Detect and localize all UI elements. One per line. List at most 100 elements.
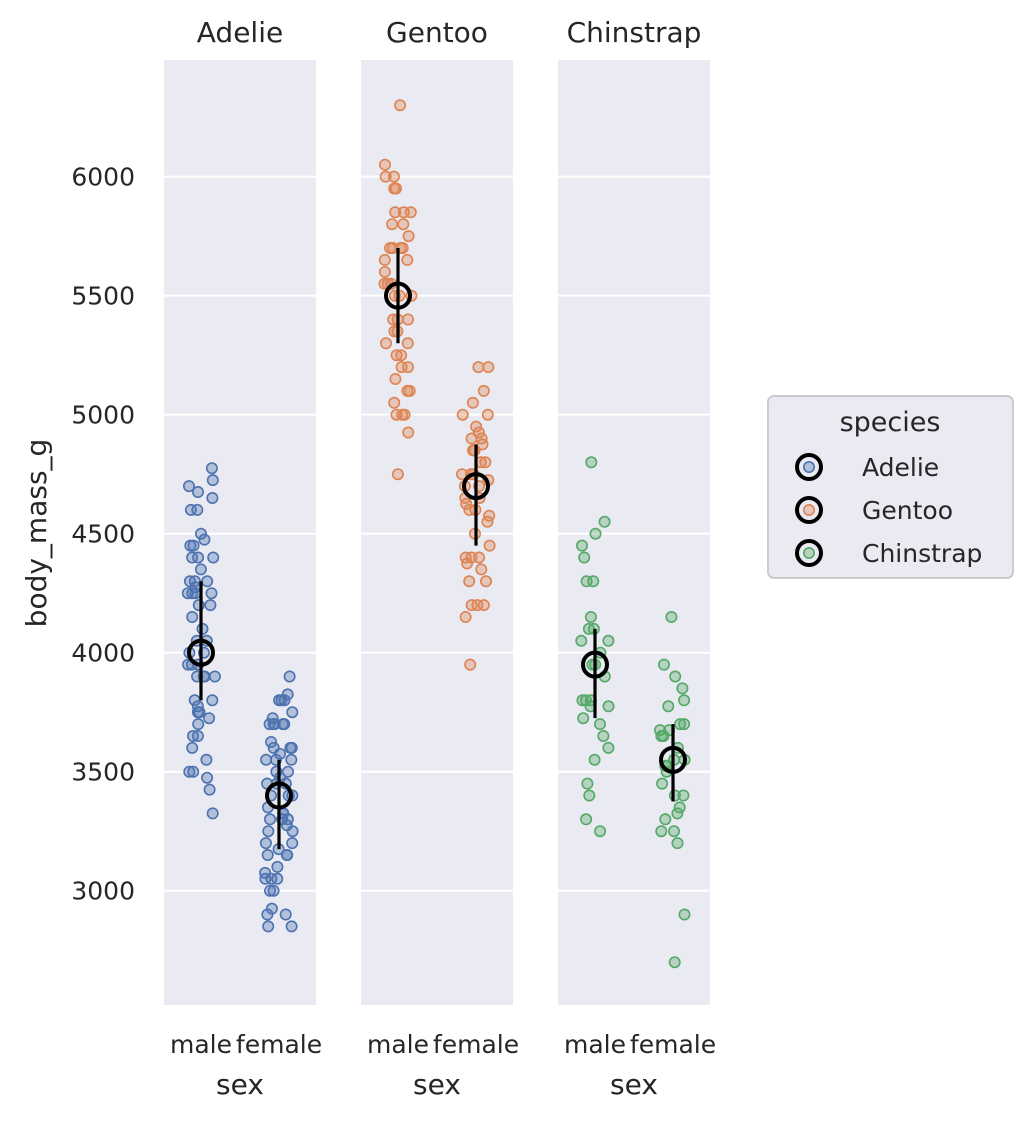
data-point	[395, 361, 408, 374]
data-point	[390, 349, 403, 362]
data-point	[205, 587, 218, 600]
x-tick-male: male	[170, 1030, 232, 1059]
data-point	[667, 825, 680, 838]
facet-gridlines	[558, 175, 710, 892]
facet-title: Gentoo	[386, 16, 488, 49]
data-point	[186, 610, 199, 623]
x-tick-female: female	[236, 1030, 322, 1059]
data-point	[208, 670, 221, 683]
data-point	[201, 771, 214, 784]
data-point	[201, 575, 214, 588]
legend-marker-ring	[795, 453, 823, 481]
data-point	[470, 420, 483, 433]
estimate-marker	[581, 650, 609, 679]
x-axis-label: sex	[610, 1068, 658, 1101]
data-point	[192, 485, 205, 498]
data-point	[207, 551, 220, 564]
data-point	[265, 735, 278, 748]
data-point	[455, 468, 468, 481]
x-axis-label: sex	[413, 1068, 461, 1101]
data-point	[577, 712, 590, 725]
data-point	[259, 837, 272, 850]
data-point	[389, 206, 402, 219]
data-point	[669, 670, 682, 683]
data-point	[463, 503, 476, 516]
data-point	[481, 515, 494, 528]
facet-adelie: Adelie male female sex	[164, 16, 322, 1101]
data-point	[655, 729, 668, 742]
data-point	[482, 361, 495, 374]
data-point	[594, 825, 607, 838]
data-point	[674, 718, 687, 731]
data-point	[263, 813, 276, 826]
data-point	[465, 432, 478, 445]
data-point	[394, 99, 407, 112]
data-point	[262, 920, 275, 933]
data-point	[656, 777, 669, 790]
data-point	[401, 253, 414, 266]
data-point	[387, 170, 400, 183]
data-point	[593, 718, 606, 731]
data-point	[203, 783, 216, 796]
facet-gridlines	[361, 175, 513, 892]
data-point	[259, 872, 272, 885]
data-point	[206, 807, 219, 820]
data-point	[466, 396, 479, 409]
data-point	[205, 462, 218, 475]
facet-title: Chinstrap	[567, 16, 702, 49]
data-point	[459, 610, 472, 623]
data-point	[483, 539, 496, 552]
legend-label: Adelie	[862, 453, 939, 482]
data-point	[401, 384, 414, 397]
data-point	[187, 729, 200, 742]
legend-label: Chinstrap	[862, 539, 982, 568]
data-point	[397, 218, 410, 231]
data-point	[668, 789, 681, 802]
legend-marker-ring	[795, 539, 823, 567]
data-point	[665, 610, 678, 623]
legend-box	[767, 395, 1014, 579]
data-point	[186, 741, 199, 754]
data-point	[186, 551, 199, 564]
data-point	[206, 694, 219, 707]
data-point	[477, 599, 490, 612]
data-point	[378, 265, 391, 278]
facet-points	[575, 456, 691, 969]
data-point	[481, 408, 494, 421]
data-point	[200, 753, 213, 766]
data-point	[580, 813, 593, 826]
data-point	[285, 741, 298, 754]
data-point	[678, 694, 691, 707]
data-point	[589, 527, 602, 540]
data-point	[183, 765, 196, 778]
data-point	[273, 747, 286, 760]
data-point	[576, 694, 589, 707]
data-point	[273, 694, 286, 707]
data-point	[581, 777, 594, 790]
data-point	[388, 182, 401, 195]
facet-estimates	[187, 581, 293, 850]
y-tick-label: 3000	[71, 877, 135, 906]
facet-background	[164, 60, 316, 1005]
data-point	[582, 622, 595, 635]
data-point	[477, 384, 490, 397]
data-point	[657, 658, 670, 671]
data-point	[476, 438, 489, 451]
legend-marker-point	[802, 503, 815, 516]
facet-estimates	[581, 628, 687, 802]
data-point	[285, 920, 298, 933]
facet-title: Adelie	[197, 16, 283, 49]
data-point	[479, 575, 492, 588]
data-point	[206, 474, 219, 487]
estimate-marker	[659, 745, 687, 774]
data-point	[464, 658, 477, 671]
data-point	[194, 563, 207, 576]
data-point	[271, 860, 284, 873]
data-point	[659, 813, 672, 826]
data-point	[378, 253, 391, 266]
data-point	[378, 158, 391, 171]
data-point	[461, 557, 474, 570]
x-tick-male: male	[367, 1030, 429, 1059]
y-tick-label: 6000	[71, 163, 135, 192]
facet-gentoo: Gentoo male female sex	[361, 16, 519, 1101]
